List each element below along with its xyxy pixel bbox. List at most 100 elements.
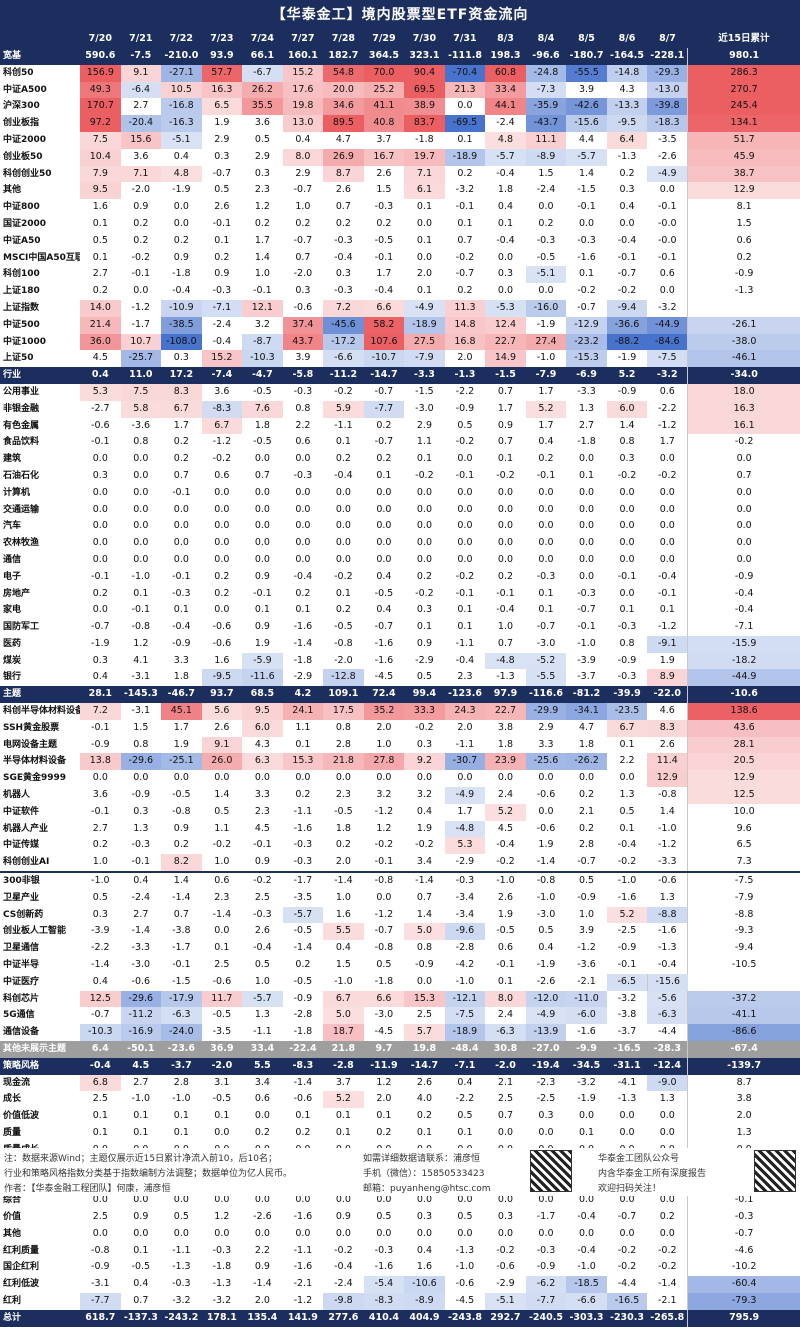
value-cell: 0.0: [133, 503, 149, 515]
value-cell: 0.4: [173, 150, 189, 162]
value-cell: -1.0: [577, 1261, 596, 1273]
value-cell: 0.2: [659, 1210, 675, 1222]
value-cell: -9.6: [444, 923, 486, 941]
value-cell: 9.5: [242, 703, 283, 720]
value-cell: 0.0: [254, 553, 270, 565]
value-cell: 58.2: [363, 316, 405, 334]
footer-email[interactable]: 邮箱：puyanheng@htsc.com: [363, 1184, 491, 1194]
value-cell: 0.1: [254, 604, 270, 616]
column-header: 7/28: [323, 30, 364, 48]
value-cell: 0.9: [254, 621, 270, 633]
value-cell: -2.6: [658, 150, 677, 162]
value-cell: 24.3: [444, 703, 486, 720]
value-cell: -180.7: [566, 48, 607, 65]
value-cell: -0.2: [415, 469, 434, 481]
value-cell: -1.2: [658, 621, 677, 633]
value-cell: -0.2: [617, 469, 637, 481]
value-cell: 0.0: [497, 553, 514, 565]
value-cell: 0.1: [416, 621, 432, 633]
value-cell: -3.3: [577, 385, 596, 397]
value-cell: 3.6: [92, 789, 108, 801]
value-cell: -2.2: [455, 1093, 475, 1105]
value-cell: 15.2: [201, 350, 243, 368]
value-cell: -23.2: [566, 333, 607, 351]
footer-phone: 手机（微信）：15850533423: [363, 1169, 485, 1179]
value-cell: 1.3: [254, 1009, 270, 1021]
page-title: 【华泰金工】境内股票型ETF资金流向: [0, 0, 800, 30]
value-cell: -7.1: [201, 299, 243, 317]
value-cell: 0.0: [214, 1227, 230, 1239]
value-cell: 3.9: [295, 352, 311, 364]
value-cell: -0.1: [131, 268, 151, 280]
value-cell: 1.6: [214, 654, 230, 666]
value-cell: -48.4: [444, 1041, 486, 1058]
value-cell: 8.9: [647, 669, 688, 687]
table-header-row: 7/20 7/21 7/22 7/23 7/24 7/27 7/28 7/29 7/30 7/31…: [0, 30, 800, 48]
row-label: 上证180: [3, 286, 40, 297]
value-cell: -3.4: [455, 891, 475, 903]
column-header: 7/23: [201, 30, 243, 48]
value-cell: -0.5: [293, 925, 313, 937]
value-cell: 0.9: [214, 268, 230, 280]
value-cell: 0.9: [497, 419, 514, 431]
value-cell: 2.3: [254, 184, 270, 196]
value-cell: 1.9: [659, 654, 675, 666]
value-cell: -0.8: [91, 1244, 110, 1256]
value-cell: -1.9: [577, 1093, 596, 1105]
value-cell: 0.1: [497, 217, 514, 229]
value-cell: -3.5: [212, 1026, 232, 1038]
value-cell: -2.2: [455, 385, 475, 397]
value-cell: -0.4: [334, 251, 353, 263]
value-cell: 0.2: [538, 453, 554, 465]
value-cell: -6.0: [566, 1007, 607, 1025]
cumulative-cell: -0.7: [687, 1225, 800, 1243]
value-cell: -1.6: [293, 1210, 313, 1222]
value-cell: 0.0: [457, 553, 473, 565]
value-cell: 1.8: [254, 419, 270, 431]
value-cell: 3.7: [335, 1076, 351, 1088]
value-cell: 99.4: [404, 686, 445, 704]
value-cell: -4.7: [242, 367, 283, 384]
value-cell: -4.8: [444, 820, 486, 838]
cumulative-cell: 0.0: [687, 484, 800, 502]
value-cell: 0.4: [80, 367, 121, 384]
value-cell: -14.7: [404, 1057, 445, 1075]
value-cell: -7.7: [363, 400, 405, 418]
value-cell: -0.2: [658, 1244, 677, 1256]
value-cell: 3.3: [254, 789, 270, 801]
value-cell: 0.5: [254, 959, 270, 971]
value-cell: 6.5: [201, 98, 243, 116]
value-cell: 1.3: [578, 402, 595, 414]
value-cell: 0.0: [659, 486, 675, 498]
value-cell: -0.9: [293, 992, 313, 1004]
value-cell: -0.1: [212, 217, 232, 229]
value-cell: -18.9: [444, 1024, 486, 1042]
value-cell: 0.3: [416, 738, 432, 750]
value-cell: -0.1: [172, 570, 191, 582]
cumulative-cell: 1.5: [687, 215, 800, 233]
value-cell: 1.7: [173, 419, 189, 431]
row-label: 房地产: [3, 588, 31, 599]
value-cell: -1.0: [172, 1093, 191, 1105]
value-cell: 0.8: [335, 721, 351, 733]
value-cell: 0.0: [416, 772, 432, 784]
value-cell: 10.7: [120, 333, 162, 351]
value-cell: -16.8: [161, 98, 202, 116]
value-cell: 0.5: [566, 871, 607, 890]
value-cell: -2.1: [658, 1294, 677, 1306]
value-cell: 21.3: [444, 81, 486, 99]
value-cell: 4.5: [497, 822, 514, 834]
value-cell: -2.5: [617, 925, 637, 937]
value-cell: 0.1: [214, 942, 230, 954]
table-row: 通信 0.0 0.0 0.0 0.0 0.0 0.0 0.0 0.0 0.0 0.0 0.0 0.0 0.…: [0, 551, 800, 569]
value-cell: 0.1: [92, 1127, 108, 1138]
value-cell: -0.0: [658, 217, 677, 229]
value-cell: -23.6: [161, 1041, 202, 1058]
value-cell: 0.4: [295, 133, 311, 145]
value-cell: 0.0: [416, 503, 432, 515]
value-cell: 0.0: [538, 520, 554, 532]
value-cell: -0.4: [496, 839, 515, 851]
value-cell: -2.0: [334, 654, 353, 666]
value-cell: 6.0: [242, 719, 283, 737]
value-cell: -0.3: [577, 234, 596, 246]
